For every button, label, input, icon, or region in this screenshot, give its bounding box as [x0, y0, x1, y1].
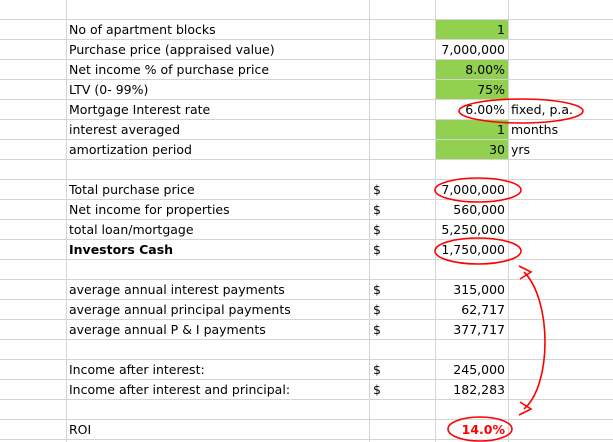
sheet-row[interactable]: ROI 14.0%	[0, 420, 613, 440]
sheet-row[interactable]	[0, 260, 613, 280]
row-label[interactable]: Income after interest and principal:	[69, 382, 291, 397]
sheet-row[interactable]: Net income for properties $ 560,000	[0, 200, 613, 220]
value-cell[interactable]: 5,250,000	[441, 222, 505, 237]
value-cell[interactable]: 1,750,000	[441, 242, 505, 257]
row-label[interactable]: average annual interest payments	[69, 282, 285, 297]
unit-label[interactable]: yrs	[511, 142, 531, 157]
row-label[interactable]: total loan/mortgage	[69, 222, 194, 237]
input-value-cell[interactable]: 8.00%	[436, 60, 508, 79]
row-label[interactable]: Net income for properties	[69, 202, 230, 217]
roi-value[interactable]: 14.0%	[461, 422, 505, 437]
row-label[interactable]: Net income % of purchase price	[69, 62, 270, 77]
currency-symbol[interactable]: $	[373, 242, 381, 257]
sheet-row[interactable]: Net income % of purchase price 8.00%	[0, 60, 613, 80]
currency-symbol[interactable]: $	[373, 302, 381, 317]
input-value-cell[interactable]: 1	[436, 20, 508, 39]
unit-label[interactable]: months	[511, 122, 559, 137]
sheet-row[interactable]: interest averaged 1 months	[0, 120, 613, 140]
row-label[interactable]: Mortgage Interest rate	[69, 102, 211, 117]
currency-symbol[interactable]: $	[373, 382, 381, 397]
input-value-cell[interactable]: 75%	[436, 80, 508, 99]
row-label[interactable]: Investors Cash	[69, 242, 174, 257]
sheet-row[interactable]: average annual principal payments $ 62,7…	[0, 300, 613, 320]
value-cell[interactable]: 182,283	[453, 382, 505, 397]
sheet-row[interactable]: total loan/mortgage $ 5,250,000	[0, 220, 613, 240]
roi-label[interactable]: ROI	[69, 422, 92, 437]
row-label[interactable]: Total purchase price	[69, 182, 195, 197]
row-label[interactable]: Purchase price (appraised value)	[69, 42, 275, 57]
value-cell[interactable]: 62,717	[461, 302, 505, 317]
row-label[interactable]: average annual P & I payments	[69, 322, 266, 337]
sheet-row[interactable]	[0, 160, 613, 180]
column-divider	[369, 0, 370, 442]
sheet-row[interactable]: Purchase price (appraised value) 7,000,0…	[0, 40, 613, 60]
sheet-row[interactable]: amortization period 30 yrs	[0, 140, 613, 160]
row-label[interactable]: No of apartment blocks	[69, 22, 216, 37]
sheet-row[interactable]	[0, 340, 613, 360]
currency-symbol[interactable]: $	[373, 322, 381, 337]
column-divider	[435, 0, 436, 442]
column-divider	[66, 0, 67, 442]
row-label[interactable]: amortization period	[69, 142, 192, 157]
row-label[interactable]: average annual principal payments	[69, 302, 291, 317]
currency-symbol[interactable]: $	[373, 222, 381, 237]
value-cell[interactable]: 315,000	[453, 282, 505, 297]
unit-label[interactable]: fixed, p.a.	[511, 102, 573, 117]
sheet-row[interactable]: Income after interest and principal: $ 1…	[0, 380, 613, 400]
value-cell[interactable]: 560,000	[453, 202, 505, 217]
input-value-cell[interactable]: 30	[436, 140, 508, 159]
input-value-cell[interactable]: 7,000,000	[441, 42, 505, 57]
row-label[interactable]: interest averaged	[69, 122, 181, 137]
value-cell[interactable]: 377,717	[453, 322, 505, 337]
input-value-cell[interactable]: 1	[436, 120, 508, 139]
sheet-row[interactable]: Mortgage Interest rate 6.00% fixed, p.a.	[0, 100, 613, 120]
sheet-row[interactable]: average annual interest payments $ 315,0…	[0, 280, 613, 300]
sheet-row[interactable]	[0, 400, 613, 420]
currency-symbol[interactable]: $	[373, 182, 381, 197]
row-label[interactable]: LTV (0- 99%)	[69, 82, 149, 97]
value-cell[interactable]: 245,000	[453, 362, 505, 377]
row-label[interactable]: Income after interest:	[69, 362, 205, 377]
input-value-cell[interactable]: 6.00%	[465, 102, 505, 117]
sheet-row[interactable]	[0, 0, 613, 20]
currency-symbol[interactable]: $	[373, 362, 381, 377]
sheet-row[interactable]: LTV (0- 99%) 75%	[0, 80, 613, 100]
column-divider	[508, 0, 509, 442]
sheet-row[interactable]: No of apartment blocks 1	[0, 20, 613, 40]
sheet-row[interactable]: Investors Cash $ 1,750,000	[0, 240, 613, 260]
currency-symbol[interactable]: $	[373, 282, 381, 297]
sheet-row[interactable]: average annual P & I payments $ 377,717	[0, 320, 613, 340]
sheet-row[interactable]: Income after interest: $ 245,000	[0, 360, 613, 380]
value-cell[interactable]: 7,000,000	[441, 182, 505, 197]
currency-symbol[interactable]: $	[373, 202, 381, 217]
sheet-row[interactable]: Total purchase price $ 7,000,000	[0, 180, 613, 200]
